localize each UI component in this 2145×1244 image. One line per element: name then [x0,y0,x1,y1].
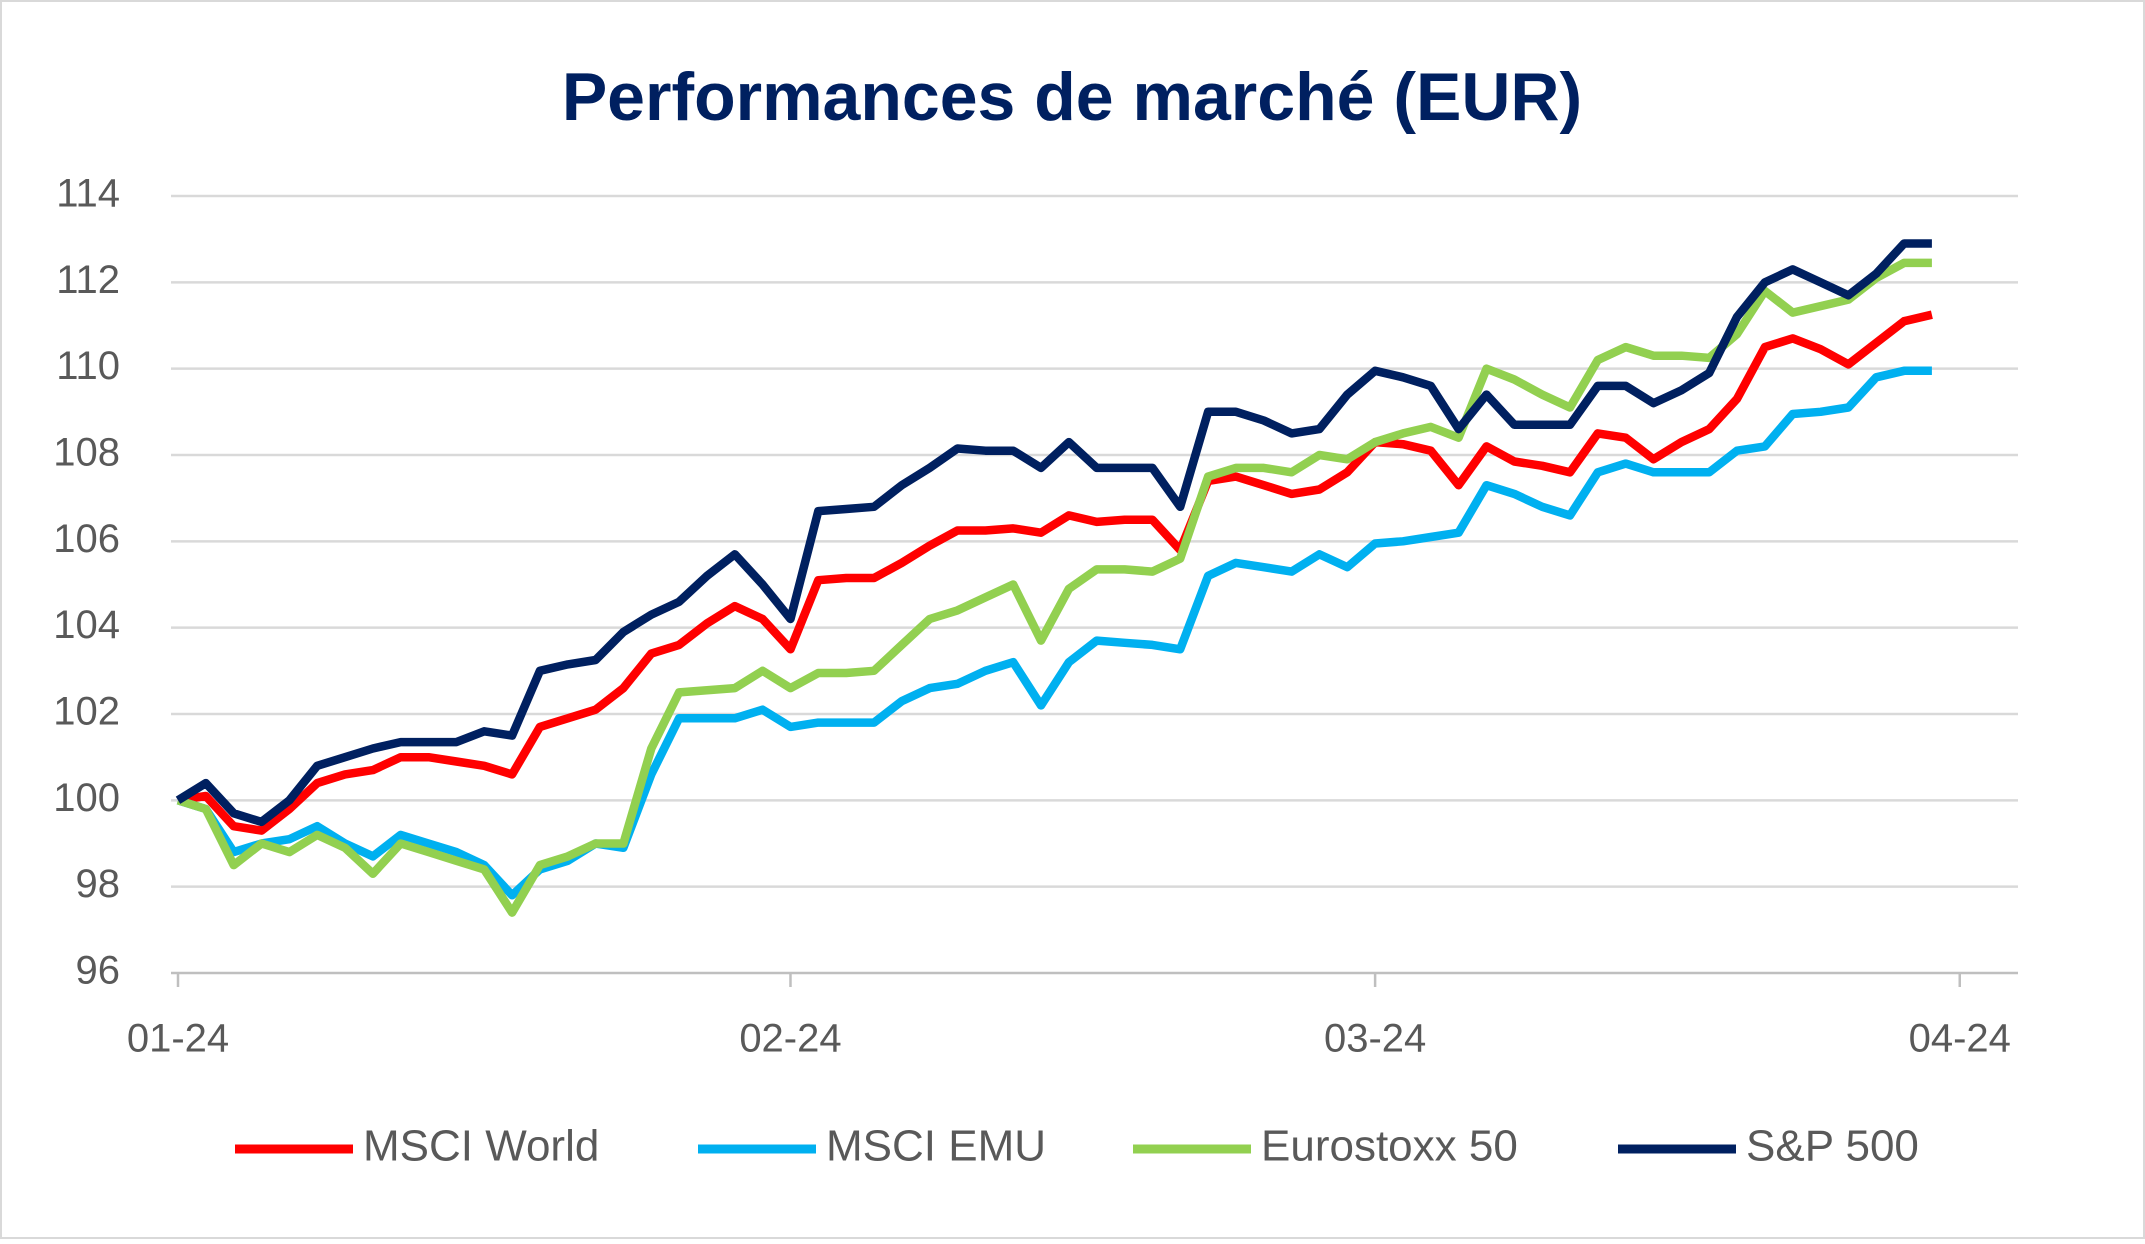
y-tick-label: 100 [53,776,120,820]
y-tick-label: 106 [53,517,120,561]
legend-label: Eurostoxx 50 [1261,1122,1518,1171]
y-tick-label: 102 [53,690,120,734]
y-tick-label: 104 [53,603,120,647]
legend-label: S&P 500 [1746,1122,1919,1171]
y-tick-label: 98 [76,862,121,906]
legend-label: MSCI EMU [826,1122,1046,1171]
y-tick-label: 108 [53,431,120,475]
series-line [177,310,1933,835]
legend-label: MSCI World [363,1122,599,1171]
series-line [176,258,1932,917]
x-tick-label: 01-24 [127,1017,229,1061]
x-tick-label: 02-24 [739,1017,841,1061]
y-tick-label: 110 [56,344,120,388]
x-tick-label: 03-24 [1324,1017,1426,1061]
series-line [175,239,1932,827]
series-line [176,366,1932,900]
y-tick-label: 114 [56,172,120,216]
y-tick-label: 96 [76,949,121,993]
x-tick-label: 04-24 [1909,1017,2011,1061]
chart-title: Performances de marché (EUR) [562,59,1582,135]
y-tick-label: 112 [56,258,120,302]
